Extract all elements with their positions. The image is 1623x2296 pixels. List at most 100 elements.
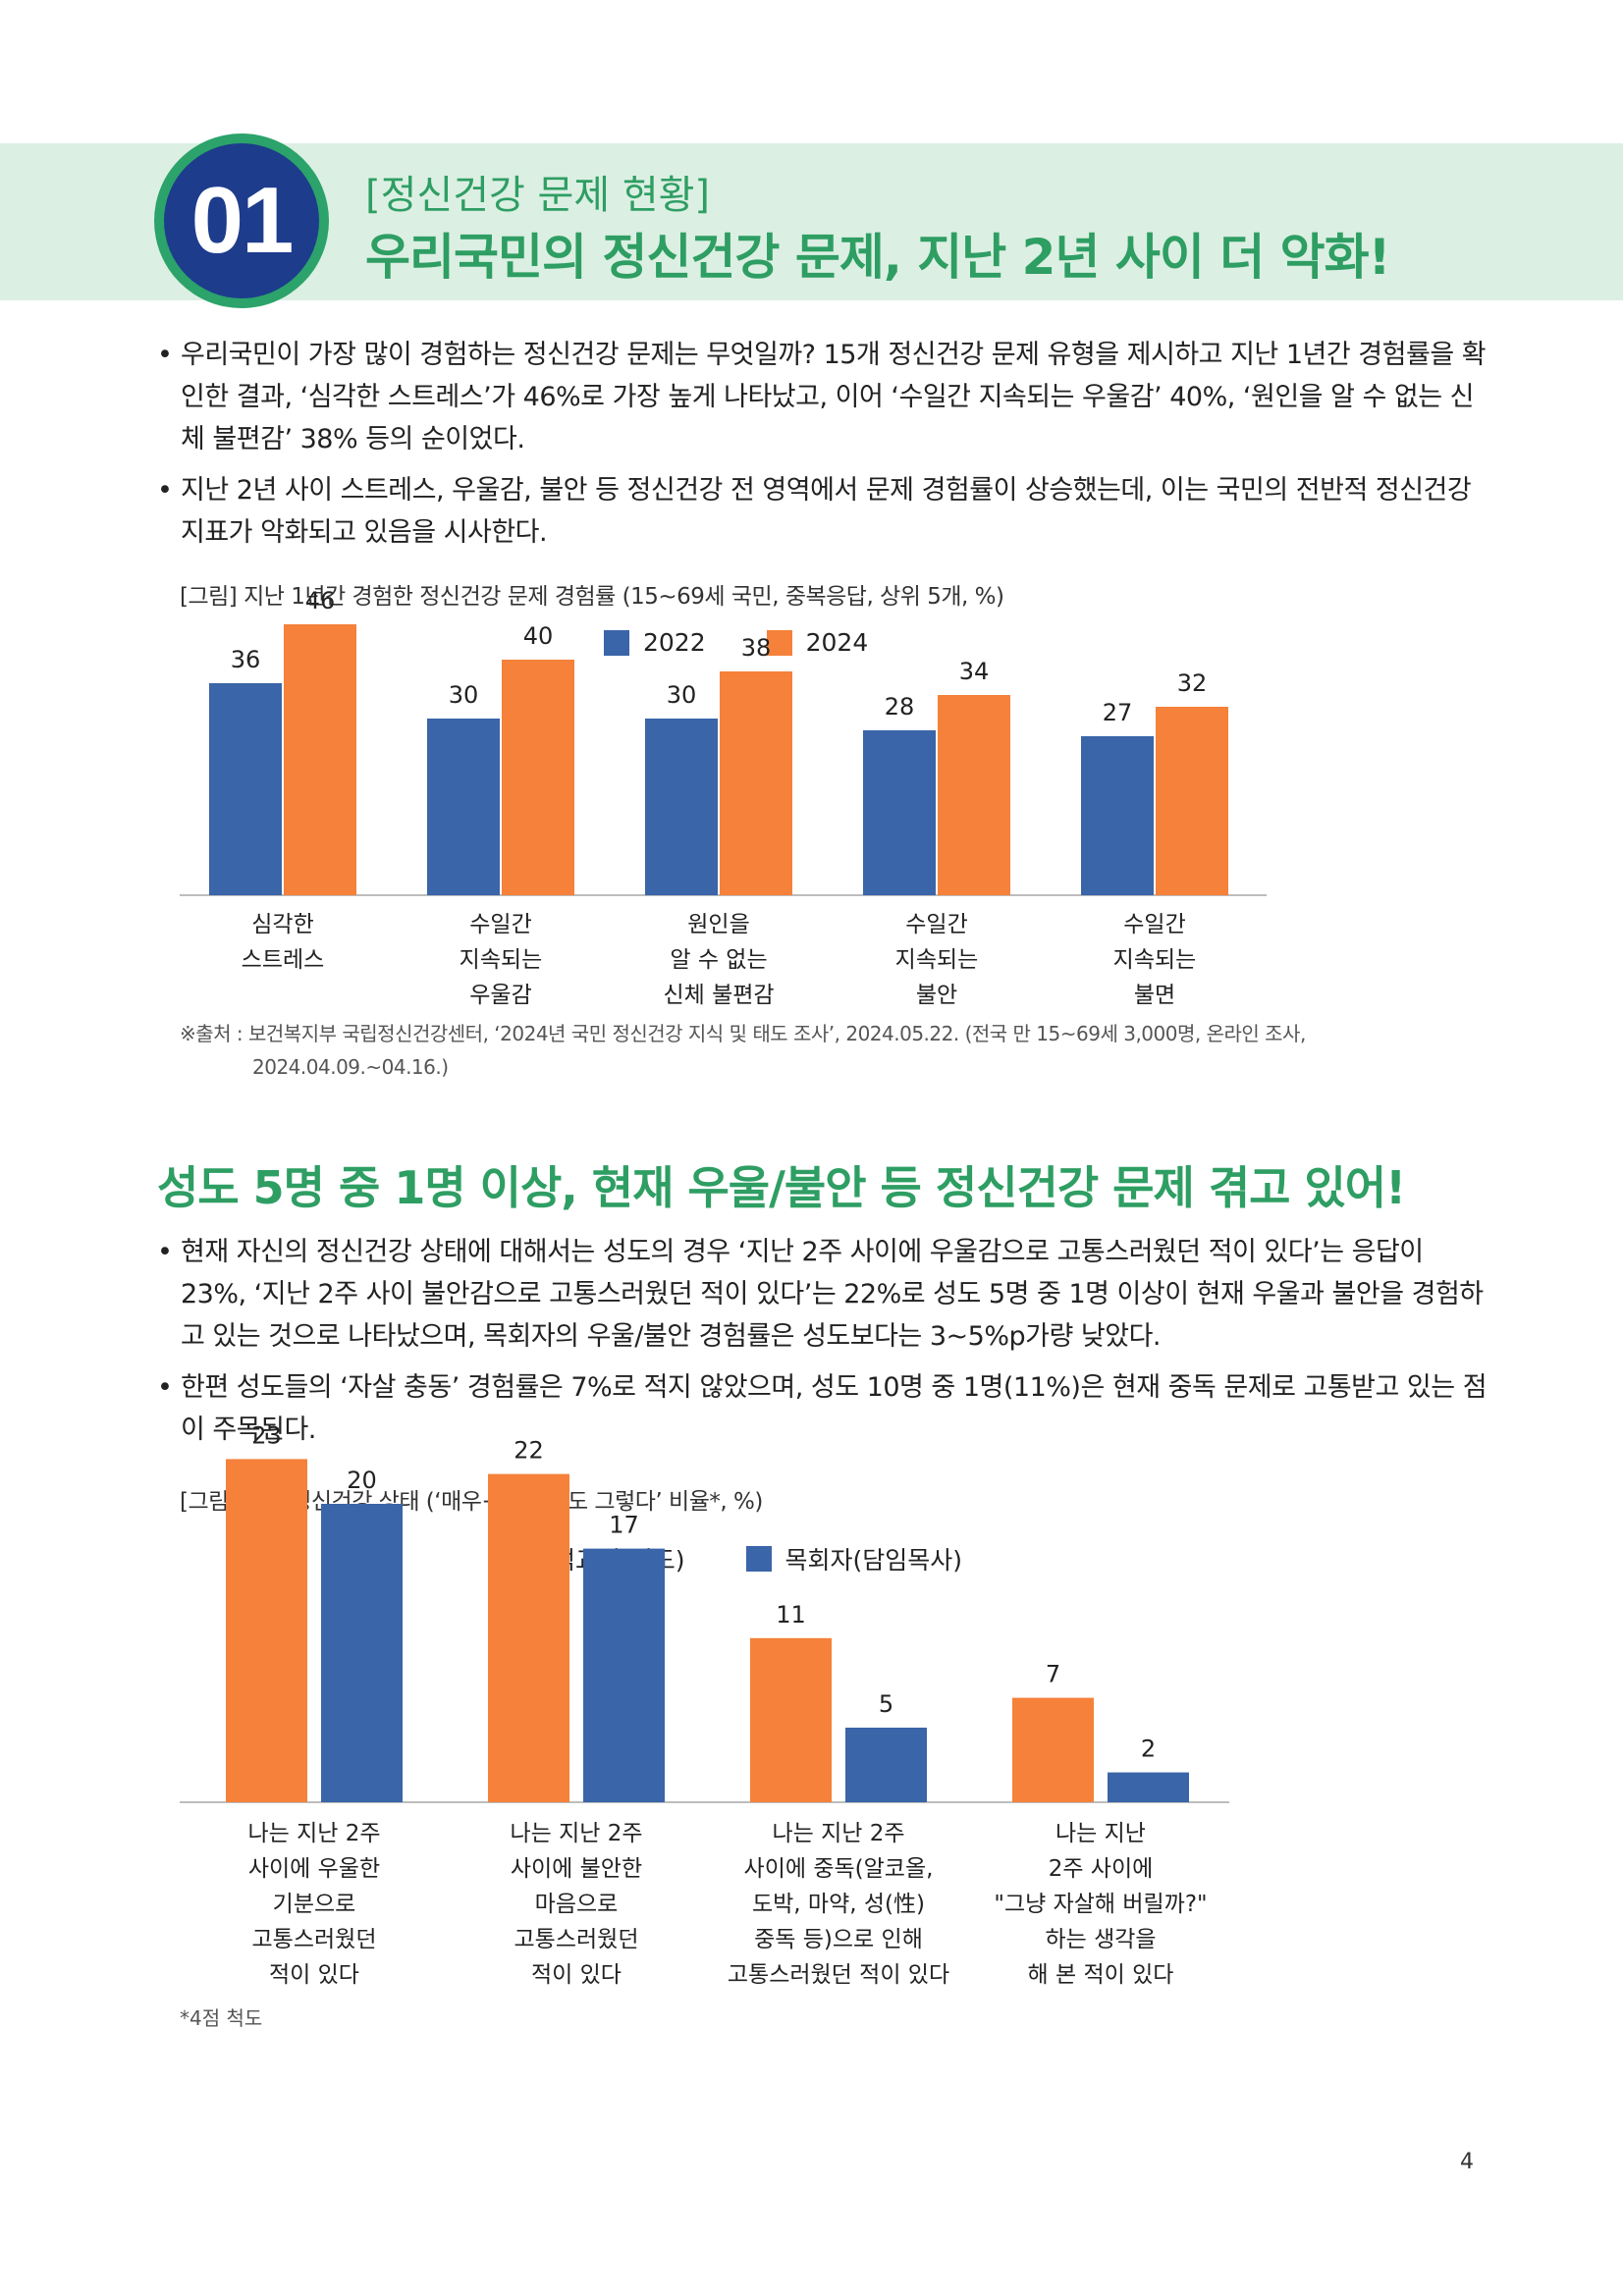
category-label-line: 기분으로 [272,1892,356,1917]
data-label: 5 [879,1690,893,1718]
bar [720,671,792,895]
bar [1108,1772,1189,1802]
category-label-line: 수일간 [469,912,532,937]
bullet-icon: • [157,340,173,370]
paragraph-text: 현재 자신의 정신건강 상태에 대해서는 성도의 경우 ‘지난 2주 사이에 우… [181,1237,1484,1352]
category-label-line: 심각한 [251,912,314,937]
category-label-line: 지속되는 [459,947,543,973]
paragraph-4: • 한편 성도들의 ‘자살 충동’ 경험률은 7%로 적지 않았으며, 성도 1… [157,1366,1496,1451]
bar [845,1728,927,1802]
data-label: 7 [1046,1661,1060,1688]
source-line-2: 2024.04.09.~04.16.) [252,1055,449,1079]
category-label-line: 해 본 적이 있다 [1027,1962,1174,1988]
category-label-line: 적이 있다 [269,1962,359,1988]
category-label-line: 수일간 [905,912,968,937]
category-label-line: 사이에 불안한 [510,1856,643,1882]
legend-swatch [604,629,629,656]
bullet-icon: • [157,1237,173,1267]
data-label: 30 [667,681,697,709]
paragraph-1: • 우리국민이 가장 많이 경험하는 정신건강 문제는 무엇일까? 15개 정신… [157,334,1496,460]
data-label: 46 [305,587,336,614]
category-label-line: 불안 [915,983,958,1008]
legend-item: 2024 [766,628,869,657]
category-label-line: 수일간 [1123,912,1186,937]
category-label-line: 중독 등)으로 인해 [754,1927,923,1952]
category-label-line: 나는 지난 2주 [772,1821,905,1846]
chart-2: 23 20 22 17 11 5 7 2 [180,1421,1229,1803]
category-label-line: 신체 불편감 [663,983,775,1008]
data-label: 36 [231,646,261,673]
legend-item: 목회자(담임목사) [745,1541,963,1576]
paragraph-text: 우리국민이 가장 많이 경험하는 정신건강 문제는 무엇일까? 15개 정신건강… [181,340,1487,454]
bullet-icon: • [157,475,173,506]
category-label-line: 우울감 [469,983,532,1008]
category-label: 나는 지난 2주 사이에 "그냥 자살해 버릴까?" 하는 생각을 해 본 적이 있다 [994,1816,1207,1993]
bar [321,1504,403,1802]
category-label: 수일간 지속되는 불면 [1113,907,1197,1013]
category-label-line: 2주 사이에 [1048,1856,1154,1882]
category-label-line: 고통스러웠던 [514,1927,639,1952]
category-label-line: 사이에 중독(알코올, [743,1856,934,1882]
category-label-line: 원인을 [687,912,750,937]
category-label-line: 지속되는 [1112,947,1197,973]
category-label-line: 도박, 마약, 성(性) [751,1892,925,1917]
legend-label: 2024 [805,628,869,657]
category-label-line: 나는 지난 2주 [247,1821,381,1846]
data-label: 27 [1103,699,1133,726]
section-headline: 우리국민의 정신건강 문제, 지난 2년 사이 더 악화! [365,229,1390,286]
legend-label: 2022 [643,628,706,657]
category-label-line: 적이 있다 [531,1962,622,1988]
footnote: *4점 척도 [180,2006,263,2030]
bullet-icon: • [157,1372,173,1403]
bar [209,683,282,895]
category-label-line: 고통스러웠던 [251,1927,377,1952]
data-label: 28 [885,693,915,721]
source-line-1: ※출처 : 보건복지부 국립정신건강센터, ‘2024년 국민 정신건강 지식 … [180,1022,1306,1045]
category-label-line: 지속되는 [894,947,979,973]
data-label: 38 [741,634,772,662]
data-label: 34 [959,658,990,685]
data-label: 32 [1177,669,1208,697]
paragraph-text: 한편 성도들의 ‘자살 충동’ 경험률은 7%로 적지 않았으며, 성도 10명… [181,1372,1488,1445]
category-label-line: 스트레스 [241,947,325,973]
paragraph-2: • 지난 2년 사이 스트레스, 우울감, 불안 등 정신건강 전 영역에서 문… [157,469,1496,554]
section-number: 01 [164,143,319,298]
chart-1: 36 46 30 40 30 38 28 34 27 32 [180,587,1267,896]
category-label-line: 나는 지난 2주 [510,1821,643,1846]
bar [750,1637,832,1802]
bar [863,730,936,895]
section-2-title: 성도 5명 중 1명 이상, 현재 우울/불안 등 정신건강 문제 겪고 있어! [157,1161,1406,1214]
page-number: 4 [1460,2150,1474,2174]
section-kicker: [정신건강 문제 현황] [365,173,711,218]
source-note: ※출처 : 보건복지부 국립정신건강센터, ‘2024년 국민 정신건강 지식 … [180,1017,1358,1084]
figure-caption-1: [그림] 지난 1년간 경험한 정신건강 문제 경험률 (15~69세 국민, … [180,584,1004,610]
category-label-line: 사이에 우울한 [247,1856,381,1882]
category-label-line: 알 수 없는 [670,947,768,973]
category-label-line: 나는 지난 [1055,1821,1146,1846]
bar [583,1548,665,1802]
category-label-line: 마음으로 [534,1892,619,1917]
data-label: 40 [523,622,554,650]
bar [938,695,1010,895]
data-label: 17 [609,1512,639,1539]
legend-item: 2022 [604,628,706,657]
data-label: 2 [1141,1735,1156,1763]
bar [427,719,500,895]
legend-label: 목회자(담임목사) [784,1546,963,1575]
chart1-legend: 2022 2024 [604,628,929,657]
bar [226,1459,307,1802]
legend-swatch [766,629,792,656]
bar [645,719,718,895]
bar [502,660,574,895]
paragraph-text: 지난 2년 사이 스트레스, 우울감, 불안 등 정신건강 전 영역에서 문제 … [181,475,1472,548]
category-label-line: 고통스러웠던 적이 있다 [727,1962,950,1988]
legend-swatch [745,1546,772,1572]
category-label-line: "그냥 자살해 버릴까?" [994,1892,1208,1917]
bar [1012,1697,1094,1802]
